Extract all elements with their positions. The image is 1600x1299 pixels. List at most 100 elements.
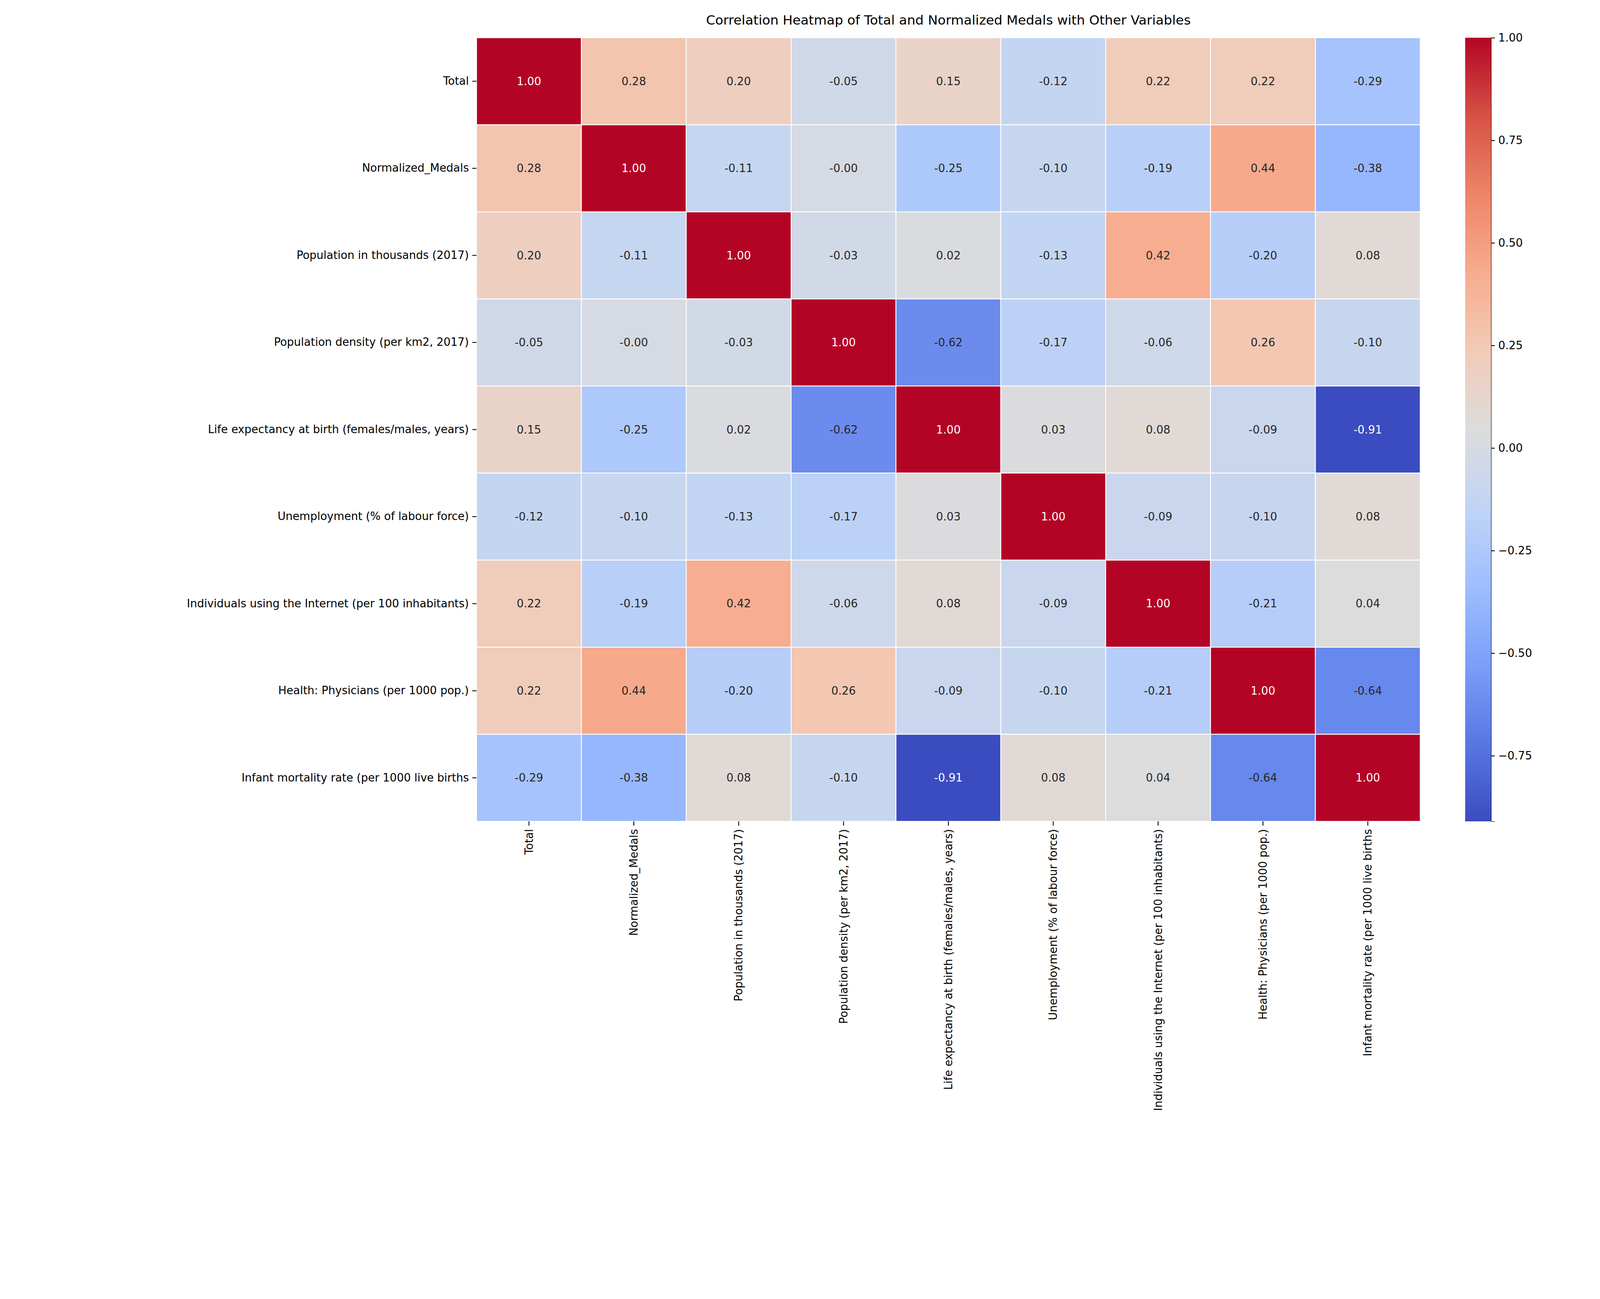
cell-label: -0.13 [1039, 249, 1068, 263]
tick-mark [633, 821, 635, 826]
cell-label: 1.00 [621, 161, 647, 175]
cell-label: 0.15 [516, 423, 542, 437]
cell [1000, 560, 1106, 648]
cell [581, 647, 686, 735]
tick-mark [472, 603, 477, 605]
cell [476, 124, 582, 212]
tick-label: −0.50 [1498, 646, 1533, 660]
cell [895, 647, 1001, 735]
cell-label: -0.17 [1039, 336, 1068, 349]
tick: Total [442, 74, 477, 88]
tick-label: −0.75 [1498, 749, 1533, 763]
tick-mark [1157, 821, 1159, 826]
cell [1315, 560, 1421, 648]
cell-label: 0.08 [1040, 771, 1066, 785]
cells [476, 37, 1421, 822]
cell [1210, 298, 1316, 386]
cell-label: 0.20 [726, 75, 751, 88]
tick: Infant mortality rate (per 1000 live bir… [241, 771, 477, 785]
tick-label: 0.25 [1498, 339, 1523, 352]
cell [1210, 386, 1316, 474]
cell [791, 298, 896, 386]
cell [1210, 37, 1316, 125]
tick-mark [738, 821, 739, 826]
tick-label: Life expectancy at birth (females/males,… [208, 423, 469, 436]
cell-label: -0.10 [1353, 336, 1383, 349]
tick-label: 0.50 [1498, 236, 1523, 250]
cell [1210, 647, 1316, 735]
cell-label: 0.22 [1145, 75, 1171, 88]
cell [791, 647, 896, 735]
axis-line [472, 38, 477, 823]
tick: Normalized_Medals [627, 821, 641, 937]
cell [686, 298, 792, 386]
cell [791, 473, 896, 561]
cell [1315, 211, 1421, 299]
cell [581, 734, 686, 822]
tick-mark [947, 821, 949, 826]
tick-mark [472, 777, 477, 779]
cell [1000, 473, 1106, 561]
cell-label: 1.00 [936, 423, 961, 437]
cell-label: 0.08 [1145, 423, 1171, 437]
tick-mark [472, 690, 477, 692]
tick-label: Unemployment (% of labour force) [1046, 829, 1060, 1021]
cell-label: 1.00 [1145, 597, 1171, 611]
cell [895, 124, 1001, 212]
tick-mark [528, 821, 530, 826]
axis-line [476, 822, 1421, 827]
cell [895, 734, 1001, 822]
axis-line [1491, 38, 1496, 823]
cell [476, 647, 582, 735]
tick-label: Individuals using the Internet (per 100 … [1151, 829, 1165, 1112]
cell [1105, 124, 1211, 212]
cell [1210, 211, 1316, 299]
cell [476, 37, 582, 125]
cell [1315, 124, 1421, 212]
cell [791, 211, 896, 299]
cell-label: -0.05 [829, 75, 858, 88]
cell-label: 0.04 [1145, 771, 1171, 785]
cell [895, 560, 1001, 648]
cell [1315, 298, 1421, 386]
cell [1000, 386, 1106, 474]
cell-label: -0.25 [619, 423, 648, 437]
cell [1315, 473, 1421, 561]
y-axis: TotalNormalized_MedalsPopulation in thou… [186, 38, 477, 823]
cell-label: 0.22 [1250, 75, 1276, 88]
cell-label: -0.09 [1248, 423, 1277, 437]
tick: Individuals using the Internet (per 100 … [1151, 821, 1165, 1112]
cell-label: -0.09 [1143, 510, 1173, 524]
cell-label: -0.12 [1039, 75, 1068, 88]
x-axis: TotalNormalized_MedalsPopulation in thou… [476, 821, 1421, 1112]
cell-label: 0.22 [516, 597, 542, 611]
cell [686, 211, 792, 299]
tick-label: Individuals using the Internet (per 100 … [186, 597, 469, 611]
cell-label: -0.03 [829, 249, 858, 263]
cell-label: 0.15 [936, 75, 961, 88]
tick: Normalized_Medals [362, 161, 477, 175]
cell [1105, 647, 1211, 735]
cell-label: 0.26 [831, 684, 856, 698]
tick: Life expectancy at birth (females/males,… [942, 821, 955, 1090]
cell [791, 37, 896, 125]
cell [581, 37, 686, 125]
tick: −0.75 [1491, 749, 1533, 763]
cell-label: -0.21 [1248, 597, 1277, 611]
cell-label: 0.03 [1040, 423, 1066, 437]
cell [1000, 124, 1106, 212]
cell-label: 0.08 [1355, 249, 1380, 263]
cell-label: -0.29 [1353, 75, 1383, 88]
cell-label: 1.00 [831, 336, 856, 349]
cell-label: -0.09 [1039, 597, 1068, 611]
cell-label: -0.62 [829, 423, 858, 437]
cell-label: 1.00 [726, 249, 751, 263]
cell-label: -0.64 [1353, 684, 1383, 698]
tick-label: −0.25 [1498, 544, 1533, 558]
cell [581, 298, 686, 386]
tick-mark [1052, 821, 1054, 826]
cell-label: 0.03 [936, 510, 961, 524]
cell [1315, 37, 1421, 125]
cell [1105, 560, 1211, 648]
cell [1210, 473, 1316, 561]
